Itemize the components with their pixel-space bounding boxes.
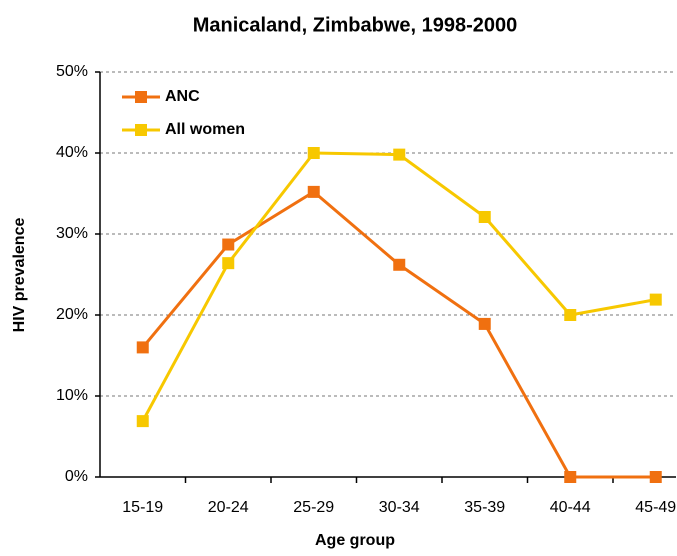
x-axis-title: Age group <box>315 532 395 549</box>
data-point <box>307 185 320 198</box>
data-point <box>222 257 235 270</box>
data-point <box>136 341 149 354</box>
y-tick-label: 20% <box>56 306 88 323</box>
x-tick-label: 30-34 <box>379 499 420 516</box>
data-point <box>393 148 406 161</box>
y-tick-label: 40% <box>56 144 88 161</box>
y-tick-label: 10% <box>56 387 88 404</box>
data-point <box>564 309 577 321</box>
data-point <box>649 293 662 306</box>
data-point <box>136 415 149 428</box>
data-point <box>564 471 577 483</box>
y-tick-label: 30% <box>56 225 88 242</box>
data-point <box>478 210 491 223</box>
y-tick-label: 50% <box>56 63 88 80</box>
x-tick-label: 25-29 <box>293 499 334 516</box>
data-point <box>307 147 320 159</box>
x-tick-label: 45-49 <box>635 499 676 516</box>
x-tick-label: 15-19 <box>122 499 163 516</box>
data-point <box>393 258 406 271</box>
data-point <box>222 238 235 251</box>
data-point <box>649 471 662 483</box>
x-tick-label: 40-44 <box>550 499 591 516</box>
chart-title: Manicaland, Zimbabwe, 1998-2000 <box>193 14 518 36</box>
legend-marker <box>135 91 147 103</box>
data-point <box>478 317 491 330</box>
y-tick-label: 0% <box>65 468 88 485</box>
x-tick-label: 20-24 <box>208 499 249 516</box>
legend-label: All women <box>165 121 245 138</box>
x-tick-label: 35-39 <box>464 499 505 516</box>
series-line <box>141 190 656 479</box>
series-line <box>141 151 657 422</box>
legend-marker <box>135 124 147 136</box>
y-axis-title: HIV prevalence <box>11 218 28 333</box>
legend-label: ANC <box>165 88 200 105</box>
